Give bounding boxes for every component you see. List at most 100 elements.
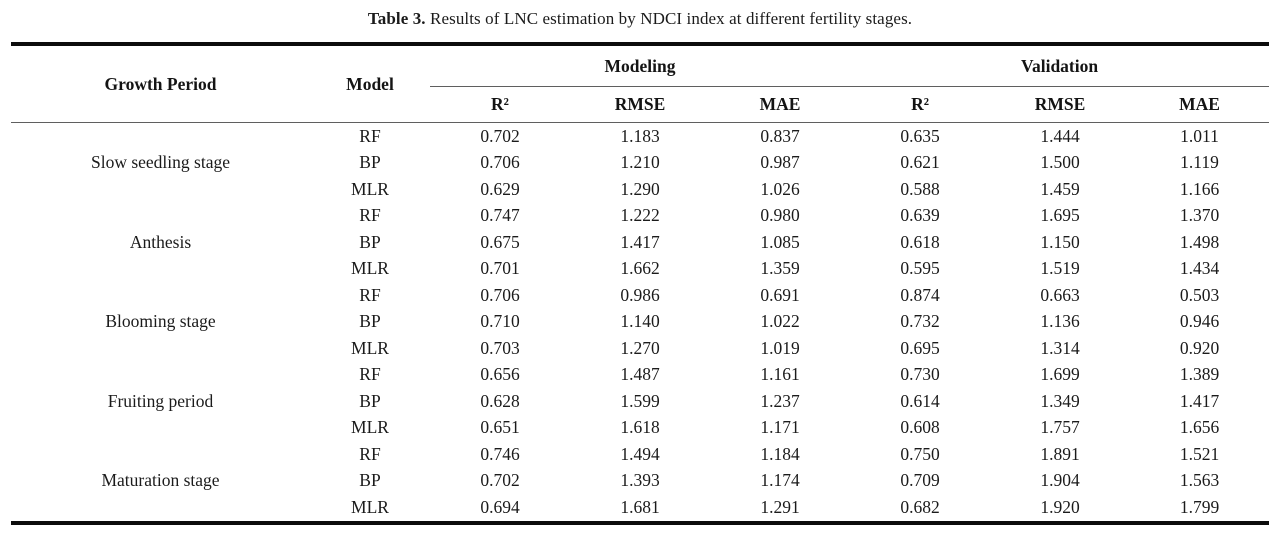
- modeling-r2-cell: 0.706: [480, 284, 520, 305]
- growth-period-cell: Blooming stage: [105, 311, 216, 332]
- table-row: MLR 0.651 1.618 1.171 0.608 1.757 1.656: [11, 415, 1269, 442]
- modeling-r2-cell: 0.702: [480, 125, 520, 146]
- modeling-rmse-cell: 0.986: [620, 284, 660, 305]
- modeling-rmse-cell: 1.417: [620, 231, 660, 252]
- model-cell: MLR: [351, 496, 389, 517]
- table-row: BP 0.628 1.599 1.237 0.614 1.349 1.417: [11, 388, 1269, 415]
- modeling-mae-cell: 1.026: [760, 178, 800, 199]
- modeling-r2-cell: 0.746: [480, 443, 520, 464]
- model-cell: RF: [359, 284, 381, 305]
- modeling-rmse-cell: 1.183: [620, 125, 660, 146]
- validation-r2-cell: 0.682: [900, 496, 940, 517]
- modeling-mae-cell: 1.184: [760, 443, 800, 464]
- table-caption-text: Results of LNC estimation by NDCI index …: [430, 9, 913, 28]
- validation-mae-cell: 0.946: [1179, 311, 1220, 332]
- model-cell: BP: [359, 390, 381, 411]
- modeling-r2-cell: 0.675: [480, 231, 520, 252]
- validation-rmse-cell: 1.920: [1040, 496, 1080, 517]
- modeling-mae-cell: 0.980: [760, 205, 800, 226]
- validation-rmse-cell: 0.663: [1040, 284, 1080, 305]
- header-validation: Validation: [850, 44, 1270, 87]
- validation-rmse-cell: 1.500: [1040, 152, 1080, 173]
- table-caption: Table 3. Results of LNC estimation by ND…: [0, 0, 1280, 29]
- table-row: MLR 0.629 1.290 1.026 0.588 1.459 1.166: [11, 176, 1269, 203]
- modeling-mae-cell: 1.359: [760, 258, 800, 279]
- header-modeling: Modeling: [430, 44, 851, 87]
- validation-r2-cell: 0.732: [900, 311, 940, 332]
- validation-rmse-cell: 1.136: [1040, 311, 1080, 332]
- modeling-rmse-cell: 1.494: [620, 443, 660, 464]
- validation-mae-cell: 1.799: [1179, 496, 1220, 517]
- model-cell: RF: [359, 443, 381, 464]
- modeling-rmse-cell: 1.662: [620, 258, 660, 279]
- validation-rmse-cell: 1.904: [1040, 470, 1080, 491]
- model-cell: RF: [359, 205, 381, 226]
- validation-rmse-cell: 1.459: [1040, 178, 1080, 199]
- validation-rmse-cell: 1.314: [1040, 337, 1080, 358]
- header-group-row: Growth Period Model Modeling Validation: [11, 44, 1270, 123]
- header-validation-rmse: RMSE: [990, 86, 1131, 123]
- header-model: Model: [310, 44, 430, 123]
- validation-mae-cell: 1.370: [1179, 205, 1220, 226]
- model-cell: BP: [359, 231, 381, 252]
- modeling-rmse-cell: 1.618: [620, 417, 660, 438]
- table-caption-label: Table 3.: [367, 9, 426, 28]
- validation-rmse-cell: 1.444: [1040, 125, 1080, 146]
- modeling-r2-cell: 0.701: [480, 258, 520, 279]
- validation-r2-cell: 0.695: [900, 337, 940, 358]
- table-row: Blooming stage RF 0.706 0.986 0.691 0.87…: [11, 282, 1269, 332]
- modeling-rmse-cell: 1.290: [620, 178, 660, 199]
- validation-r2-cell: 0.614: [900, 390, 940, 411]
- validation-r2-cell: 0.618: [900, 231, 940, 252]
- validation-mae-cell: 0.920: [1179, 337, 1220, 358]
- validation-r2-cell: 0.730: [900, 364, 940, 385]
- validation-r2-cell: 0.635: [900, 125, 940, 146]
- validation-mae-cell: 1.521: [1179, 443, 1220, 464]
- model-cell: BP: [359, 311, 381, 332]
- validation-rmse-cell: 1.695: [1040, 205, 1080, 226]
- modeling-r2-cell: 0.710: [480, 311, 520, 332]
- validation-mae-cell: 1.166: [1179, 178, 1220, 199]
- modeling-mae-cell: 1.171: [760, 417, 800, 438]
- validation-mae-cell: 1.389: [1179, 364, 1220, 385]
- model-cell: BP: [359, 470, 381, 491]
- validation-r2-cell: 0.588: [900, 178, 940, 199]
- modeling-mae-cell: 1.019: [760, 337, 800, 358]
- validation-rmse-cell: 1.891: [1040, 443, 1080, 464]
- modeling-r2-cell: 0.702: [480, 470, 520, 491]
- table-row: BP 0.702 1.393 1.174 0.709 1.904 1.563: [11, 468, 1269, 495]
- validation-mae-cell: 1.563: [1179, 470, 1220, 491]
- validation-r2-cell: 0.639: [900, 205, 940, 226]
- modeling-mae-cell: 0.691: [760, 284, 800, 305]
- growth-period-cell: Fruiting period: [107, 390, 214, 411]
- modeling-r2-cell: 0.694: [480, 496, 520, 517]
- validation-r2-cell: 0.595: [900, 258, 940, 279]
- validation-mae-cell: 1.417: [1179, 390, 1220, 411]
- modeling-rmse-cell: 1.270: [620, 337, 660, 358]
- validation-mae-cell: 1.119: [1180, 152, 1219, 173]
- modeling-mae-cell: 1.174: [760, 470, 800, 491]
- validation-rmse-cell: 1.757: [1040, 417, 1080, 438]
- modeling-r2-cell: 0.706: [480, 152, 520, 173]
- table-row: BP 0.675 1.417 1.085 0.618 1.150 1.498: [11, 229, 1269, 256]
- table-row: MLR 0.703 1.270 1.019 0.695 1.314 0.920: [11, 335, 1269, 362]
- model-cell: MLR: [351, 258, 389, 279]
- growth-period-cell: Anthesis: [129, 231, 192, 252]
- model-cell: MLR: [351, 337, 389, 358]
- validation-mae-cell: 1.434: [1179, 258, 1220, 279]
- modeling-r2-cell: 0.651: [480, 417, 520, 438]
- validation-r2-cell: 0.621: [900, 152, 940, 173]
- modeling-rmse-cell: 1.681: [620, 496, 660, 517]
- validation-rmse-cell: 1.519: [1040, 258, 1080, 279]
- table-row: Slow seedling stage RF 0.702 1.183 0.837…: [11, 123, 1269, 173]
- validation-mae-cell: 1.011: [1180, 125, 1219, 146]
- modeling-mae-cell: 1.291: [760, 496, 800, 517]
- header-growth-period: Growth Period: [11, 44, 310, 123]
- modeling-mae-cell: 0.837: [760, 125, 800, 146]
- validation-rmse-cell: 1.349: [1040, 390, 1080, 411]
- validation-mae-cell: 0.503: [1179, 284, 1220, 305]
- validation-mae-cell: 1.656: [1179, 417, 1220, 438]
- model-cell: BP: [359, 152, 381, 173]
- header-sub-row: R² RMSE MAE R² RMSE MAE: [11, 86, 1270, 123]
- modeling-r2-cell: 0.629: [480, 178, 520, 199]
